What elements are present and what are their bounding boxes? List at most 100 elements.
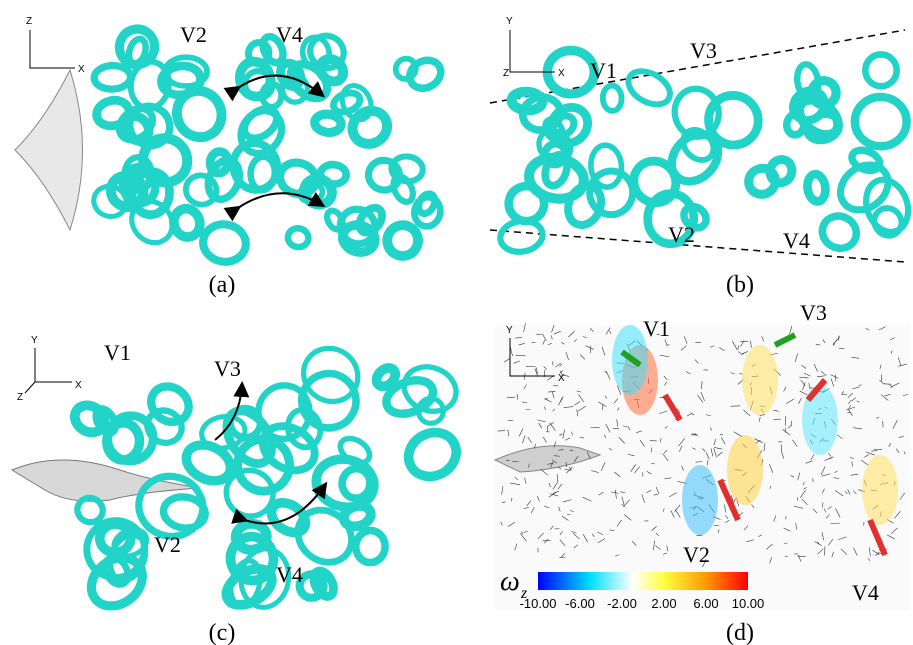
vector [719,347,725,352]
vector [526,500,532,507]
vortex-ring [744,163,780,199]
panel-label: (b) [726,272,754,298]
colorbar-symbol: ω [500,566,520,597]
vector [675,509,681,518]
vortex-ring [147,382,193,427]
vortex-ring [680,126,717,163]
vector [902,393,908,397]
vector [833,477,840,479]
vector [653,494,658,496]
axis-label: Z [26,16,32,27]
vector [576,391,582,393]
vector [894,510,901,519]
vortex-ring [497,217,546,255]
vector [536,495,540,502]
vector [501,486,504,495]
axis-label: Z [17,392,23,403]
vector [537,419,546,422]
vector [510,482,521,486]
vector [822,502,824,508]
vector [636,430,642,433]
colorbar-tick-label: -2.00 [607,596,637,611]
rotation-arrow [223,191,326,222]
axis-triad [509,30,555,73]
vector [860,459,869,466]
vector [561,515,569,521]
vector [801,498,808,506]
vector [714,447,723,450]
vector [898,435,904,438]
vector [814,541,823,547]
axis-triad [24,348,72,394]
vector [615,489,617,499]
vector [577,405,586,412]
vector [564,468,572,471]
vector [678,438,685,447]
vector [740,340,745,347]
vector [769,463,774,474]
vector [518,428,524,437]
vector [559,539,566,546]
vector [551,391,555,398]
vector [797,472,801,481]
vector [683,336,688,344]
vector [524,477,527,484]
vector [836,434,843,440]
vortex-ring [411,193,444,230]
vortex-ring [169,203,205,242]
vector [713,439,716,446]
vector [890,527,898,535]
colorbar-tick-label: 2.00 [651,596,676,611]
vector [573,456,579,463]
vector [582,496,592,502]
vortex-ring [818,212,861,253]
dashed-line [489,29,906,104]
vector [628,426,631,431]
vector [597,531,604,535]
vector [730,495,734,502]
vector [664,381,667,386]
manta-body [14,68,83,232]
axis-label: X [75,380,82,391]
vector [817,548,824,555]
vector [546,422,554,428]
vector [898,363,907,367]
vector [730,405,741,407]
vector [830,374,839,379]
vortex-label: V1 [590,58,617,83]
vortex-ring [226,404,264,442]
vortex-label: V4 [276,22,303,47]
vector [576,409,579,417]
vortex-ring [803,169,830,206]
vector [670,510,675,518]
vector [566,466,573,474]
vector [627,453,635,457]
vector [799,390,808,396]
vector [562,499,572,503]
vector [719,433,724,436]
vector [538,422,543,429]
vector [853,547,858,556]
vorticity-patch [682,465,718,535]
vector [784,555,788,558]
rotation-arrow [223,74,326,102]
vector [634,466,640,474]
vortex-label: V2 [683,542,710,567]
vortex-ring [92,405,119,437]
vector [737,351,742,354]
vortex-ring [310,109,346,137]
vortex-ring [807,76,841,110]
colorbar-tick-label: 6.00 [693,596,718,611]
vector [655,486,660,495]
vector [591,470,599,473]
vortex-ring [524,152,589,204]
vector [700,391,705,401]
vector [664,426,668,429]
vortex-label: V1 [104,340,131,365]
vortex-ring [247,153,279,194]
vector [840,548,848,555]
vector [507,521,516,527]
panel-label: (d) [726,620,754,645]
vector [895,448,900,453]
vector [663,508,665,512]
